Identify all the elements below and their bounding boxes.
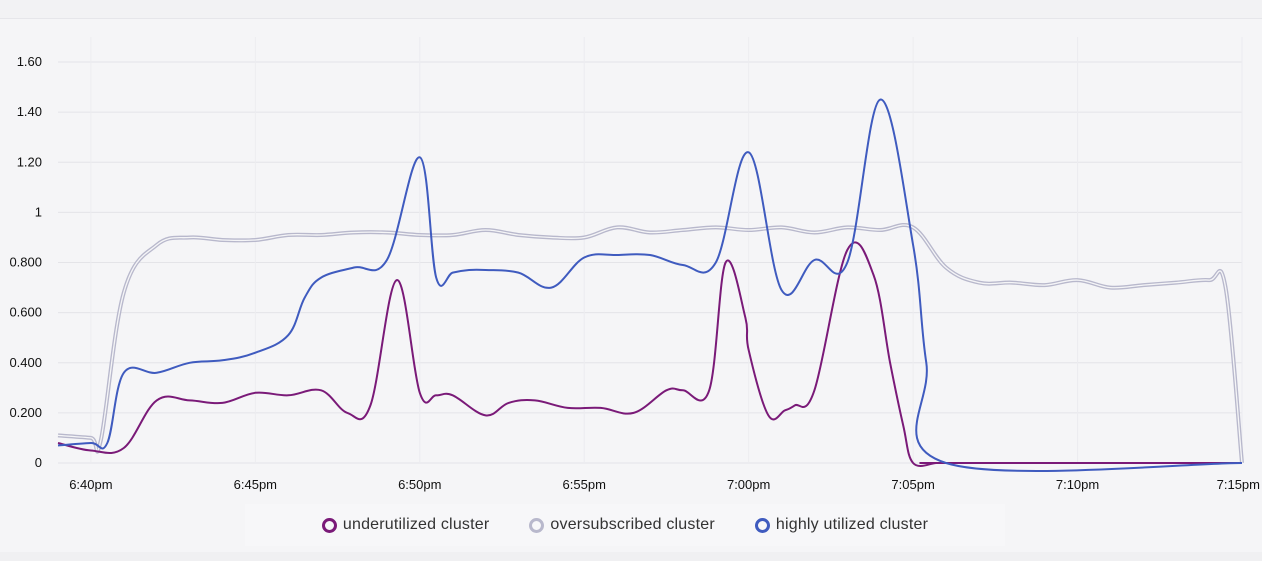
x-tick-label: 6:55pm	[563, 477, 606, 492]
series-line-underutilized-cluster	[57, 241, 1242, 467]
y-axis: 0 0.200 0.400 0.600 0.800 1 1.20 1.40 1.60	[9, 54, 42, 470]
grid-lines	[58, 37, 1243, 464]
y-tick-label: 0.200	[9, 405, 42, 420]
series-line-oversubscribed-cluster	[57, 222, 1244, 464]
y-tick-label: 1.60	[17, 54, 42, 69]
x-tick-label: 7:15pm	[1217, 477, 1260, 492]
legend-item-underutilized[interactable]: underutilized cluster	[321, 516, 490, 534]
chart-panel: 0 0.200 0.400 0.600 0.800 1 1.20 1.40 1.60 6:40p…	[0, 18, 1262, 552]
legend-marker-icon	[529, 517, 545, 533]
series-line-highly-utilized-cluster	[57, 98, 1243, 472]
legend-label: highly utilized cluster	[775, 516, 929, 533]
x-tick-label: 7:10pm	[1056, 477, 1099, 492]
y-tick-label: 1.20	[17, 154, 42, 169]
y-tick-label: 0.600	[9, 305, 42, 320]
top-toolbar-strip	[0, 0, 1262, 19]
series-line-inner-oversubscribed-cluster	[57, 224, 1243, 464]
series-lines	[57, 98, 1244, 472]
y-tick-label: 0.800	[9, 255, 42, 270]
x-tick-label: 6:50pm	[398, 477, 441, 492]
y-tick-label: 0.400	[9, 355, 42, 370]
x-axis: 6:40pm 6:45pm 6:50pm 6:55pm 7:00pm 7:05pm 7:10…	[69, 477, 1260, 492]
legend-label: oversubscribed cluster	[550, 516, 715, 533]
line-chart: 0 0.200 0.400 0.600 0.800 1 1.20 1.40 1.60 6:40p…	[9, 37, 1260, 492]
legend-marker-icon	[754, 517, 770, 533]
legend-marker-icon	[321, 517, 337, 533]
y-tick-label: 1.40	[17, 104, 42, 119]
legend-item-highly-utilized[interactable]: highly utilized cluster	[754, 516, 929, 534]
x-tick-label: 7:00pm	[727, 477, 770, 492]
legend-item-oversubscribed[interactable]: oversubscribed cluster	[529, 516, 715, 534]
chart-legend: underutilized cluster oversubscribed clu…	[245, 504, 1005, 546]
x-tick-label: 6:40pm	[69, 477, 112, 492]
x-tick-label: 7:05pm	[891, 477, 934, 492]
y-tick-label: 1	[35, 204, 42, 219]
x-tick-label: 6:45pm	[234, 477, 277, 492]
legend-label: underutilized cluster	[342, 516, 490, 533]
y-tick-label: 0	[35, 455, 42, 470]
